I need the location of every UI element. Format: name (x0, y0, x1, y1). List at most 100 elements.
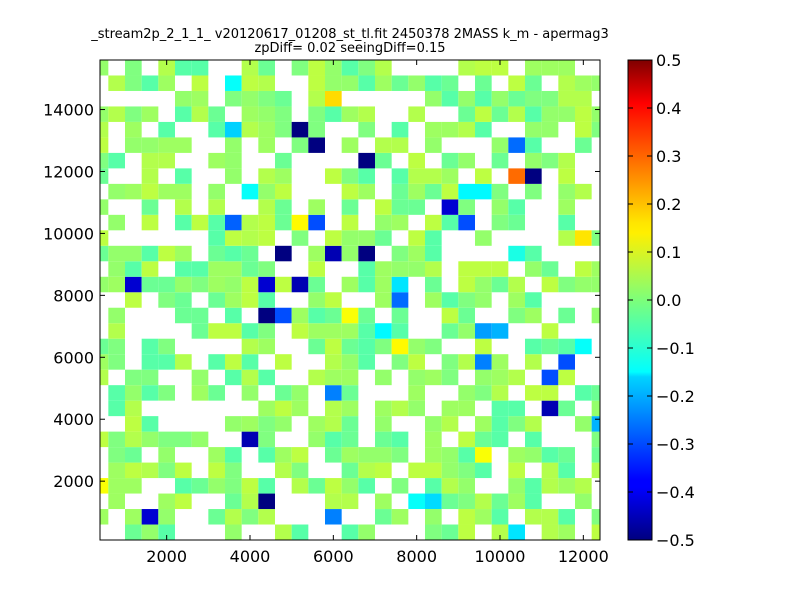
chart-title: _stream2p_2_1_1_ v20120617_01208_st_tl.f… (90, 27, 609, 42)
heatmap-cell (108, 214, 125, 231)
heatmap-cell (575, 478, 592, 494)
heatmap-cell (375, 276, 392, 293)
heatmap-cell (125, 447, 142, 463)
heatmap-cell (175, 307, 192, 324)
heatmap-cell (158, 121, 175, 138)
heatmap-cell (408, 400, 425, 417)
heatmap-cell (325, 168, 342, 184)
heatmap-cell (425, 338, 442, 355)
y-tick-label: 6000 (53, 348, 94, 367)
heatmap-cell (225, 168, 242, 184)
heatmap-cell (391, 261, 409, 277)
heatmap-cell (541, 524, 559, 540)
heatmap-cell (391, 75, 409, 91)
heatmap-cell (491, 354, 509, 370)
heatmap-cell (458, 152, 475, 169)
heatmap-cell (100, 245, 109, 262)
heatmap-cell (108, 307, 125, 324)
heatmap-cell (258, 307, 275, 324)
heatmap-cell (558, 90, 575, 107)
heatmap-cell (391, 183, 409, 200)
heatmap-cell (125, 245, 142, 262)
heatmap-cell (425, 261, 442, 277)
heatmap-cell (508, 245, 525, 262)
heatmap-cell (391, 199, 409, 215)
heatmap-cell (441, 354, 459, 370)
heatmap-cell (225, 478, 242, 494)
heatmap-cell (558, 307, 575, 324)
heatmap-cell (291, 230, 309, 246)
heatmap-cell (191, 261, 209, 277)
heatmap-cell (541, 152, 559, 169)
heatmap-cell (241, 121, 259, 138)
heatmap-cell (325, 354, 342, 370)
heatmap-cell (591, 447, 600, 463)
heatmap-cell (525, 493, 542, 510)
heatmap-cell (225, 462, 242, 479)
heatmap-cell (241, 75, 259, 91)
heatmap-cell (391, 292, 409, 308)
heatmap-cell (191, 478, 209, 494)
heatmap-cell (341, 524, 359, 540)
heatmap-cell (291, 385, 309, 401)
heatmap-cell (308, 338, 325, 355)
heatmap-cell (158, 276, 175, 293)
heatmap-cell (225, 276, 242, 293)
heatmap-cell (541, 447, 559, 463)
heatmap-cell (391, 121, 409, 138)
heatmap-cell (358, 75, 375, 91)
heatmap-cell (258, 416, 275, 432)
heatmap-cell (558, 462, 575, 479)
heatmap-cell (341, 416, 359, 432)
heatmap-cell (275, 400, 292, 417)
heatmap-cell (525, 90, 542, 107)
y-tick-label: 8000 (53, 286, 94, 305)
heatmap-cell (375, 338, 392, 355)
heatmap-cell (391, 168, 409, 184)
heatmap-cell (525, 152, 542, 169)
heatmap-cell (258, 493, 275, 510)
heatmap-cell (425, 183, 442, 200)
heatmap-cell (241, 385, 259, 401)
heatmap-cell (575, 183, 592, 200)
heatmap-cell (341, 307, 359, 324)
heatmap-cell (508, 214, 525, 231)
heatmap-cell (441, 292, 459, 308)
heatmap-cell (275, 462, 292, 479)
heatmap-cell (408, 230, 425, 246)
heatmap-cell (458, 121, 475, 138)
heatmap-cell (258, 60, 275, 76)
heatmap-cell (441, 152, 459, 169)
heatmap-cell (491, 369, 509, 386)
x-tick-label: 12000 (558, 547, 609, 566)
heatmap-cell (341, 369, 359, 386)
heatmap-cell (525, 106, 542, 122)
heatmap-cell (308, 369, 325, 386)
heatmap-cell (325, 416, 342, 432)
heatmap-cell (541, 400, 559, 417)
heatmap-cell (225, 509, 242, 525)
heatmap-cell (425, 292, 442, 308)
heatmap-cell (125, 416, 142, 432)
heatmap-cell (225, 152, 242, 169)
heatmap-cell (141, 137, 159, 153)
heatmap-cell (408, 369, 425, 386)
heatmap-cell (491, 90, 509, 107)
heatmap-cell (375, 431, 392, 448)
heatmap-cell (141, 152, 159, 169)
heatmap-cell (275, 447, 292, 463)
heatmap-cell (175, 462, 192, 479)
heatmap-cell (241, 369, 259, 386)
heatmap-cell (425, 214, 442, 231)
heatmap-cell (191, 75, 209, 91)
heatmap-cell (575, 493, 592, 510)
heatmap-cell (475, 462, 492, 479)
heatmap-cell (458, 509, 475, 525)
heatmap-cell (258, 292, 275, 308)
heatmap-cell (558, 369, 575, 386)
heatmap-cell (241, 431, 259, 448)
heatmap-cell (375, 214, 392, 231)
heatmap-cell (241, 354, 259, 370)
heatmap-cell (108, 338, 125, 355)
